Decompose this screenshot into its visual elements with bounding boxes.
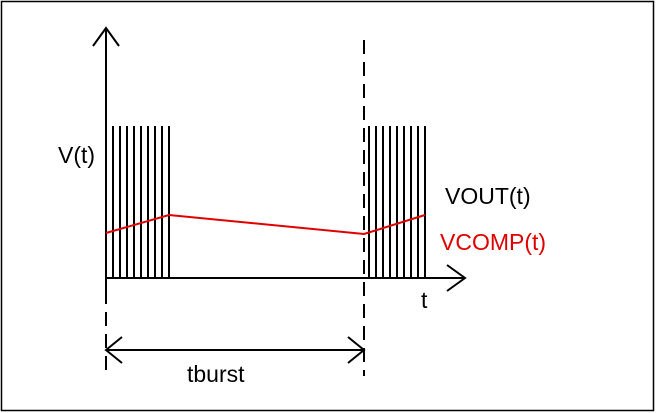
x-arrow [446,264,467,292]
x-axis-label: t [421,287,428,313]
y-axis-label: V(t) [58,142,95,168]
axes [92,26,467,292]
vout-label: VOUT(t) [445,183,531,209]
dashed-markers [105,40,365,376]
vcomp-line [105,213,426,236]
vcomp-label: VCOMP(t) [440,229,546,255]
pulses [112,126,426,278]
y-arrow [92,26,120,47]
period-label: tburst [187,361,245,387]
period-arrow [104,336,366,364]
